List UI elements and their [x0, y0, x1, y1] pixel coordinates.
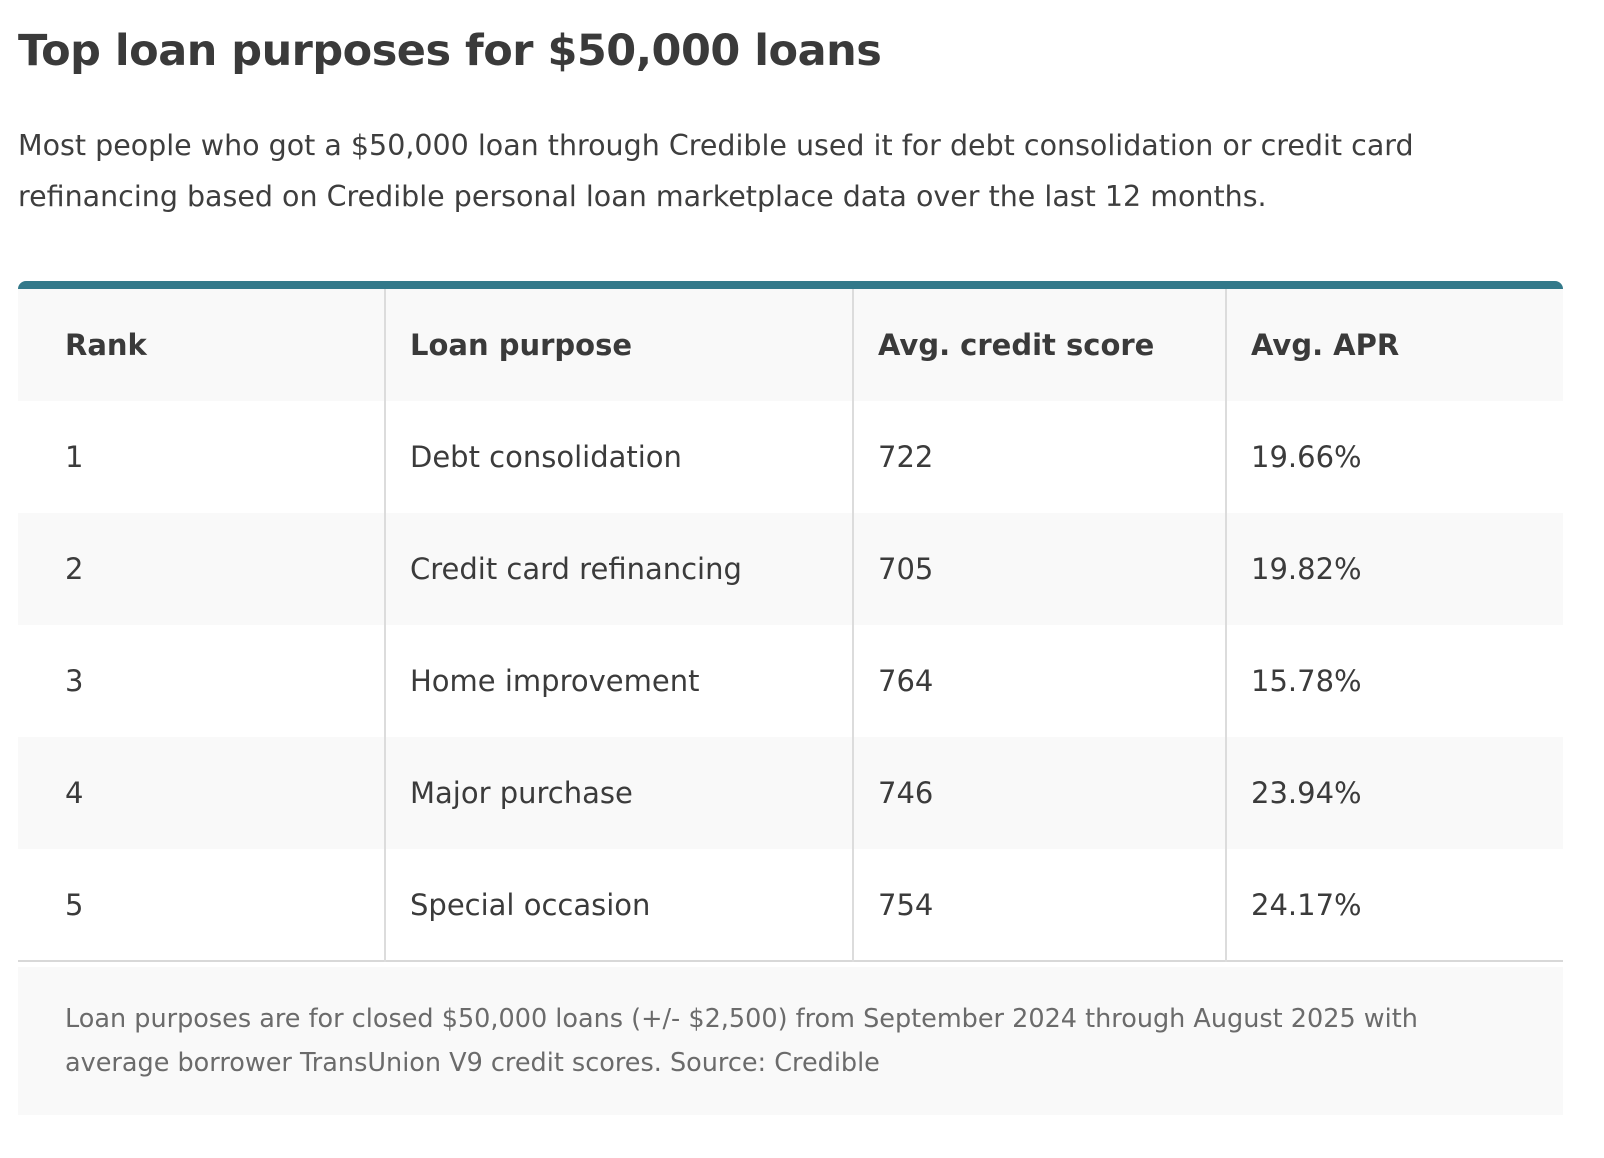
cell-avg-apr: 19.66%	[1225, 401, 1563, 513]
table-row: 1 Debt consolidation 722 19.66%	[18, 401, 1563, 513]
table-row: 3 Home improvement 764 15.78%	[18, 625, 1563, 737]
header-rank: Rank	[18, 289, 385, 401]
cell-avg-credit-score: 722	[852, 401, 1226, 513]
cell-avg-credit-score: 746	[852, 737, 1226, 849]
cell-avg-credit-score: 764	[852, 625, 1226, 737]
cell-avg-credit-score: 754	[852, 849, 1226, 961]
cell-avg-credit-score: 705	[852, 513, 1226, 625]
cell-rank: 2	[18, 513, 385, 625]
cell-rank: 5	[65, 887, 84, 922]
page-title: Top loan purposes for $50,000 loans	[18, 26, 882, 76]
header-avg-apr: Avg. APR	[1225, 289, 1563, 401]
table-header-row: Rank Loan purpose Avg. credit score Avg.…	[18, 289, 1563, 401]
cell-rank: 4	[18, 737, 385, 849]
table-row: 5 Special occasion 754 24.17%	[18, 849, 1563, 961]
intro-paragraph: Most people who got a $50,000 loan throu…	[18, 129, 1414, 213]
cell-loan-purpose: Major purchase	[384, 737, 853, 849]
cell-loan-purpose: Debt consolidation	[384, 401, 853, 513]
cell-rank: 3	[65, 664, 84, 698]
table-row: 4 Major purchase 746 23.94%	[18, 737, 1563, 849]
cell-loan-purpose: Credit card refinancing	[384, 513, 853, 625]
loan-purposes-table: Rank Loan purpose Avg. credit score Avg.…	[18, 281, 1563, 962]
cell-avg-apr: 23.94%	[1225, 737, 1563, 849]
header-loan-purpose: Loan purpose	[384, 289, 853, 401]
table-footnote: Loan purposes are for closed $50,000 loa…	[18, 967, 1563, 1115]
cell-avg-apr: 15.78%	[1225, 625, 1563, 737]
cell-loan-purpose: Home improvement	[384, 625, 853, 737]
cell-avg-apr: 19.82%	[1225, 513, 1563, 625]
cell-loan-purpose: Special occasion	[384, 849, 853, 961]
table-row: 2 Credit card refinancing 705 19.82%	[18, 513, 1563, 625]
cell-avg-apr: 24.17%	[1225, 849, 1563, 961]
cell-rank: 1	[65, 440, 84, 474]
table-accent-bar	[18, 281, 1563, 289]
header-avg-credit-score: Avg. credit score	[852, 289, 1226, 401]
